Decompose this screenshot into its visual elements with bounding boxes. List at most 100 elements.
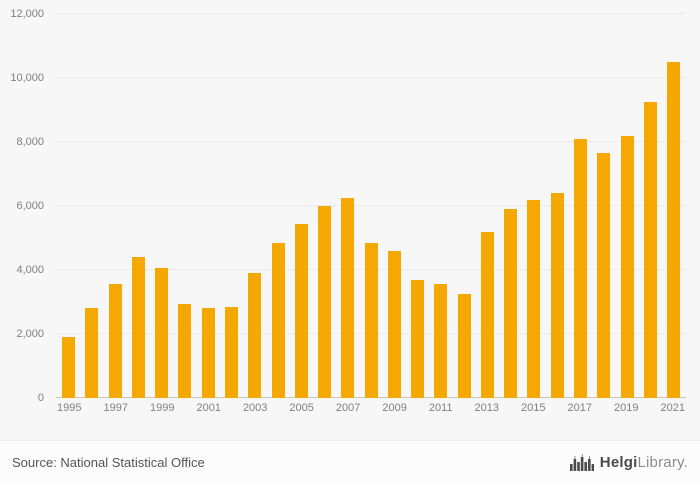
bar-slot [127,14,150,398]
helgi-castle-icon [569,453,594,471]
x-tick-label [221,402,243,416]
y-tick-label: 2,000 [16,328,44,340]
y-tick-label: 0 [37,392,44,404]
bar-1999 [155,268,169,398]
x-axis: 1995 1997 1999 2001 2003 2005 2007 2009 2011 2013… [56,402,686,416]
bar-slot [197,14,220,398]
bar-slot [57,14,80,398]
x-tick-label: 2007 [335,402,361,414]
x-tick-label [128,402,150,416]
bar-slot [266,14,289,398]
bar-2002 [224,306,238,398]
bar-slot [429,14,452,398]
bar-2009 [387,250,401,398]
bar-2018 [597,153,611,398]
x-tick-label: 2015 [521,402,546,414]
bar-2004 [271,242,285,398]
bar-slot [336,14,359,398]
helgi-library-wordmark: HelgiLibrary. [600,454,688,471]
bar-2020 [643,102,657,398]
bar-2006 [318,206,332,398]
bar-slot [290,14,313,398]
x-tick-label [81,402,103,416]
bar-2007 [341,198,355,398]
bar-2001 [201,308,215,398]
x-tick-label [174,402,196,416]
y-axis: 0 2,000 4,000 6,000 8,000 10,000 12,000 [0,8,50,404]
bar-slot [615,14,638,398]
bar-slot [522,14,545,398]
bar-2016 [550,193,564,398]
gridline [56,205,686,206]
gridline [56,13,686,14]
bar-slot [104,14,127,398]
source-text: Source: National Statistical Office [12,454,205,470]
x-tick-label: 2017 [567,402,592,414]
bar-slot [592,14,615,398]
bar-slot [359,14,382,398]
logo-text-primary: Helgi [599,453,638,471]
x-tick-label [499,402,521,416]
bar-slot [173,14,196,398]
x-tick-label: 1999 [149,402,175,414]
bar-2015 [527,199,541,398]
x-tick-label [592,402,614,416]
x-tick-label: 2003 [242,402,268,414]
bar-2011 [434,284,448,398]
x-tick-label: 1995 [57,402,82,414]
y-tick-label: 4,000 [16,264,44,276]
x-tick-label [267,402,289,416]
bar-slot [383,14,406,398]
logo-text-secondary: Library. [637,453,688,471]
x-tick-label: 2005 [289,402,314,414]
bar-slot [220,14,243,398]
x-tick-label: 2019 [613,402,639,414]
x-tick-label: 2009 [382,402,407,414]
bar-2014 [504,209,518,398]
bar-2012 [457,294,471,398]
bar-2010 [411,279,425,398]
bar-1996 [85,308,99,398]
x-tick-label [314,402,336,416]
bar-slot [569,14,592,398]
bar-2008 [364,242,378,398]
y-tick-label: 8,000 [16,136,44,148]
bar-2005 [294,223,308,398]
bar-slot [150,14,173,398]
bar-slot [80,14,103,398]
plot-area [56,13,686,398]
x-tick-label: 1997 [103,402,128,414]
x-tick-label [638,402,660,416]
y-tick-label: 12,000 [10,8,44,20]
x-tick-label [407,402,429,416]
bar-slot [546,14,569,398]
x-tick-label [546,402,568,416]
bar-1997 [108,284,122,398]
bar-slot [476,14,499,398]
bar-1998 [131,257,145,398]
bar-chart: 0 2,000 4,000 6,000 8,000 10,000 12,000 1995 19… [0,8,686,416]
bar-2013 [480,231,494,398]
x-tick-label: 2011 [428,402,453,414]
x-tick-label: 2001 [196,402,221,414]
y-tick-label: 6,000 [16,200,44,212]
x-tick-label: 2021 [660,402,685,414]
bar-2003 [248,273,262,398]
bar-2021 [667,62,681,398]
bar-2000 [178,303,192,398]
x-tick-label [453,402,475,416]
x-tick-label [360,402,382,416]
bar-2019 [620,135,634,398]
bar-1995 [62,337,76,398]
bar-slot [453,14,476,398]
x-tick-label: 2013 [474,402,500,414]
bar-slot [639,14,662,398]
helgi-library-logo: HelgiLibrary. [569,453,688,471]
y-tick-label: 10,000 [10,72,44,84]
gridline [56,141,686,142]
bars [56,14,686,398]
footer: Source: National Statistical Office Helg… [0,440,700,483]
bar-2017 [573,138,587,398]
bar-slot [313,14,336,398]
bar-slot [499,14,522,398]
